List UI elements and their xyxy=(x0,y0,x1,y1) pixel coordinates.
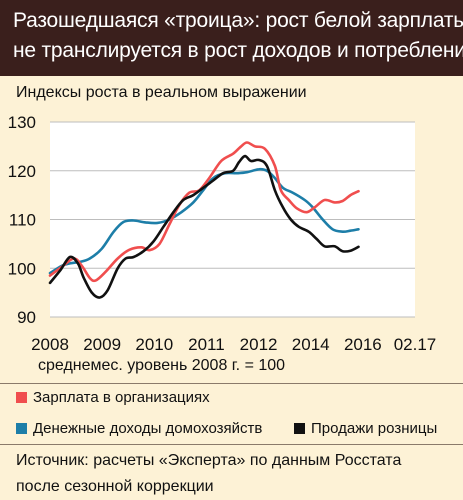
legend-item-retail: Продажи розницы xyxy=(294,420,437,437)
x-tick-label: 2009 xyxy=(83,335,121,354)
x-tick-label: 2016 xyxy=(344,335,382,354)
source-note: Источник: расчеты «Эксперта» по данным Р… xyxy=(16,448,401,500)
source-line-2: после сезонной коррекции xyxy=(16,478,214,495)
y-axis-label: Индексы роста в реальном выражении xyxy=(16,84,307,101)
y-tick-label: 130 xyxy=(8,113,36,132)
legend-swatch-retail xyxy=(294,422,305,434)
series-line-0 xyxy=(48,141,360,283)
x-tick-label: 2008 xyxy=(31,335,69,354)
y-tick-label: 100 xyxy=(8,259,36,278)
source-line-1: Источник: расчеты «Эксперта» по данным Р… xyxy=(16,452,402,469)
line-chart: 90 100 110 120 130 2008 2009 2010 2011 2012 2014 2… xyxy=(8,113,437,354)
legend-label-income: Денежные доходы домохозяйств xyxy=(33,420,263,437)
legend-swatch-wages xyxy=(16,391,27,403)
y-tick-label: 120 xyxy=(8,162,36,181)
chart-title-line-1: Разошедшаяся «троица»: рост белой зарпла… xyxy=(13,9,463,32)
legend-item-wages: Зарплата в организациях xyxy=(16,389,210,406)
divider xyxy=(0,444,463,445)
x-tick-label: 2010 xyxy=(135,335,173,354)
x-tick-label: 2011 xyxy=(188,335,225,354)
divider xyxy=(0,383,463,384)
y-tick-label: 90 xyxy=(17,308,36,327)
legend-label-retail: Продажи розницы xyxy=(311,420,438,437)
series-line-2 xyxy=(48,154,360,299)
legend-swatch-income xyxy=(16,422,27,434)
x-tick-label: 2012 xyxy=(240,335,278,354)
y-tick-label: 110 xyxy=(9,211,36,230)
chart-title-line-2: не транслируется в рост доходов и потреб… xyxy=(13,39,463,62)
x-tick-label: 02.17 xyxy=(394,335,437,354)
x-tick-label: 2014 xyxy=(292,335,330,354)
chart-title: Разошедшаяся «троица»: рост белой зарпла… xyxy=(0,0,463,76)
legend-label-wages: Зарплата в организациях xyxy=(33,389,210,406)
legend-item-income: Денежные доходы домохозяйств xyxy=(16,420,262,437)
baseline-note: среднемес. уровень 2008 г. = 100 xyxy=(38,357,286,374)
